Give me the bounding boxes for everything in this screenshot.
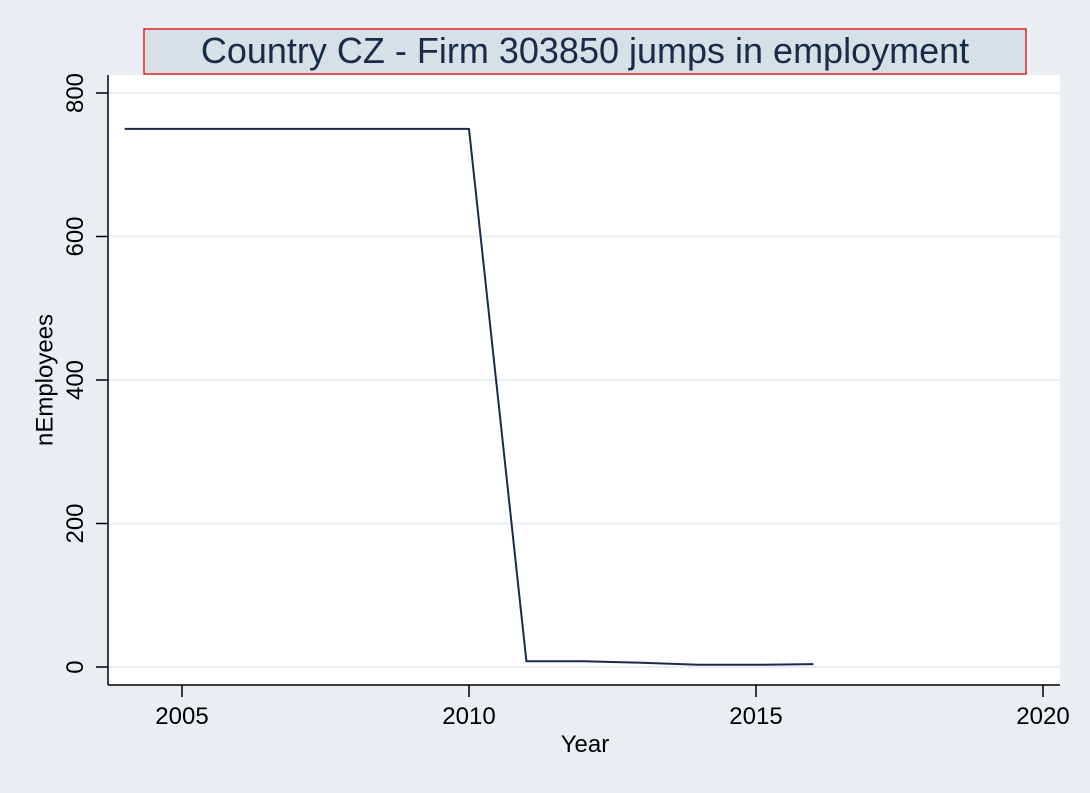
y-axis-title: nEmployees — [31, 314, 58, 446]
x-ticks: 2005 2010 2015 2020 — [155, 685, 1070, 730]
y-tick-label: 400 — [62, 360, 89, 400]
x-axis-title: Year — [561, 731, 610, 758]
x-tick-label: 2020 — [1016, 703, 1069, 730]
series-line — [124, 127, 814, 666]
y-tick-label: 200 — [62, 503, 89, 543]
series-layer — [124, 127, 814, 666]
y-tick-label: 600 — [62, 216, 89, 256]
gridlines — [108, 92, 1060, 668]
x-tick-label: 2010 — [442, 703, 495, 730]
title-box — [143, 28, 1027, 75]
chart-title: Country CZ - Firm 303850 jumps in employ… — [201, 30, 969, 71]
x-tick-label: 2015 — [729, 703, 782, 730]
y-ticks: 0 200 400 600 800 — [62, 73, 108, 674]
x-tick-label: 2005 — [155, 703, 208, 730]
y-tick-label: 800 — [62, 73, 89, 113]
y-tick-label: 0 — [62, 660, 89, 673]
